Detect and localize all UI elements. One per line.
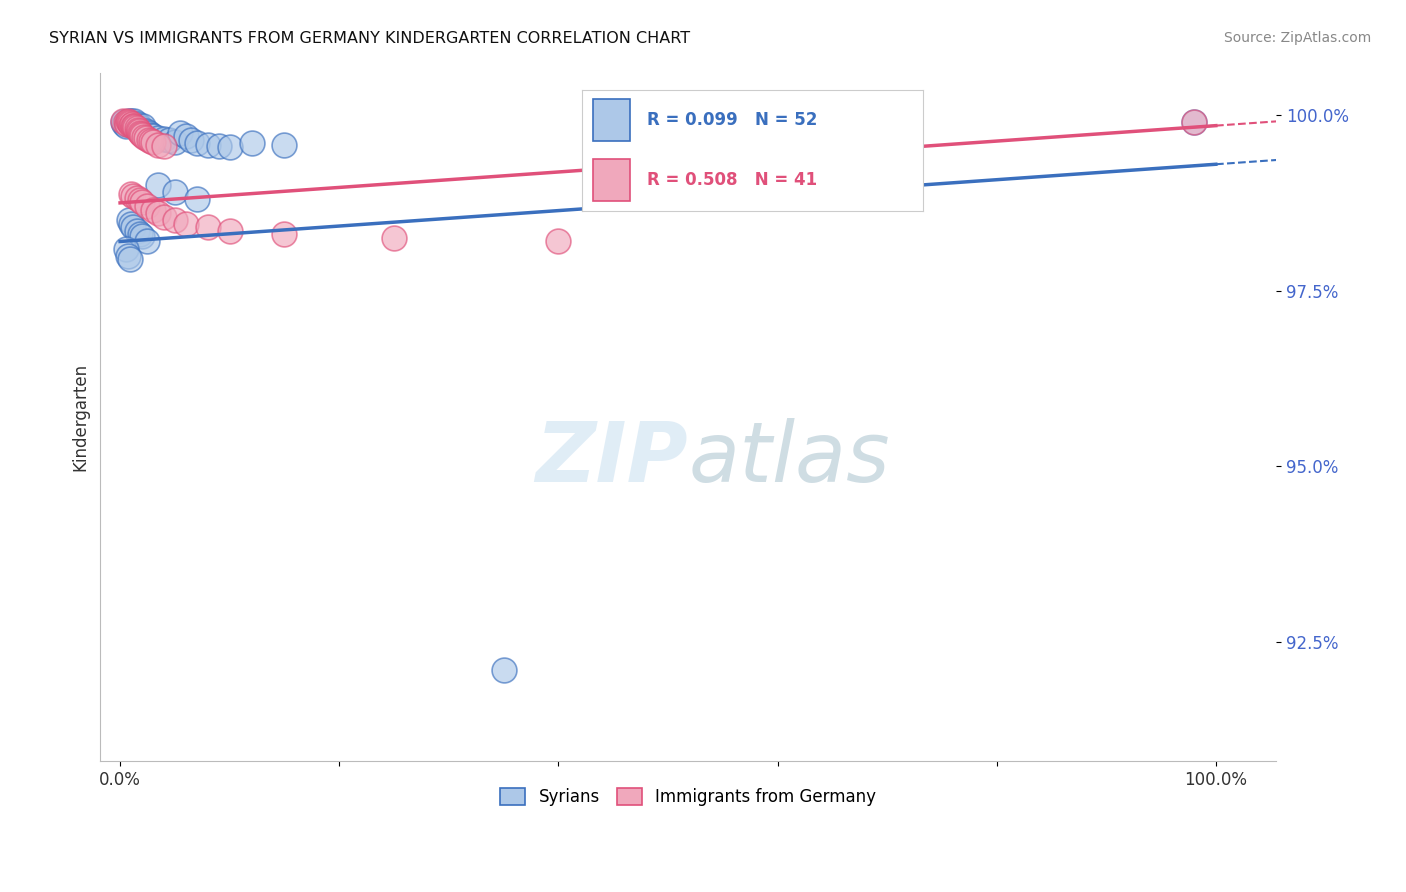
Point <box>120 217 142 231</box>
Point <box>139 134 162 148</box>
Point <box>122 118 145 132</box>
Point <box>492 663 515 677</box>
Point <box>157 133 180 147</box>
Point <box>118 116 141 130</box>
Point <box>122 189 145 203</box>
Point <box>125 120 148 134</box>
Point <box>208 139 231 153</box>
Point <box>135 123 157 137</box>
Point <box>218 224 240 238</box>
Point <box>142 135 165 149</box>
Point <box>273 227 295 242</box>
Point <box>197 220 219 235</box>
Point <box>1182 115 1205 129</box>
Point <box>148 137 170 152</box>
Point <box>114 242 136 256</box>
Point <box>127 116 149 130</box>
Point <box>131 195 153 210</box>
Point <box>114 115 136 129</box>
Point <box>129 127 152 141</box>
Point <box>124 120 146 134</box>
Point <box>135 131 157 145</box>
Point <box>136 199 159 213</box>
Point <box>120 118 142 132</box>
Point <box>131 123 153 137</box>
Point <box>136 235 159 249</box>
Point <box>125 121 148 136</box>
Point <box>142 129 165 144</box>
Point <box>148 206 170 220</box>
Point <box>125 191 148 205</box>
Point <box>186 193 208 207</box>
Point <box>128 124 150 138</box>
Point <box>122 220 145 235</box>
Point <box>180 133 202 147</box>
Point <box>118 116 141 130</box>
Point <box>131 128 153 143</box>
Point <box>121 116 143 130</box>
Point <box>148 130 170 145</box>
Point <box>382 231 405 245</box>
Point <box>174 129 197 144</box>
Point <box>153 132 176 146</box>
Point <box>138 133 160 147</box>
Point <box>163 135 186 149</box>
Point <box>118 252 141 266</box>
Point <box>114 116 136 130</box>
Text: ZIP: ZIP <box>536 417 688 499</box>
Text: SYRIAN VS IMMIGRANTS FROM GERMANY KINDERGARTEN CORRELATION CHART: SYRIAN VS IMMIGRANTS FROM GERMANY KINDER… <box>49 31 690 46</box>
Text: Source: ZipAtlas.com: Source: ZipAtlas.com <box>1223 31 1371 45</box>
Point <box>128 193 150 207</box>
Point <box>129 120 152 135</box>
Point <box>128 126 150 140</box>
Point <box>118 213 141 227</box>
Point <box>163 213 186 227</box>
Point <box>142 202 165 217</box>
Point <box>124 113 146 128</box>
Point <box>134 125 156 139</box>
Point <box>132 120 155 134</box>
Point <box>547 235 569 249</box>
Point <box>153 210 176 224</box>
Point <box>240 136 263 151</box>
Point <box>127 123 149 137</box>
Y-axis label: Kindergarten: Kindergarten <box>72 363 89 471</box>
Point <box>115 116 138 130</box>
Point <box>112 115 135 129</box>
Point <box>186 136 208 151</box>
Point <box>148 178 170 193</box>
Point <box>138 126 160 140</box>
Point <box>139 128 162 142</box>
Point <box>124 120 146 134</box>
Point <box>197 137 219 152</box>
Point <box>163 186 186 200</box>
Point <box>117 113 139 128</box>
Point <box>120 114 142 128</box>
Point <box>120 186 142 201</box>
Point <box>218 140 240 154</box>
Point <box>273 137 295 152</box>
Point <box>128 227 150 242</box>
Point <box>128 119 150 133</box>
Point <box>124 120 146 134</box>
Point <box>122 119 145 133</box>
Point <box>117 116 139 130</box>
Point <box>117 248 139 262</box>
Point <box>118 115 141 129</box>
Point <box>1182 115 1205 129</box>
Point <box>169 126 191 140</box>
Point <box>174 217 197 231</box>
Point <box>134 129 156 144</box>
Point <box>125 224 148 238</box>
Point <box>114 119 136 133</box>
Legend: Syrians, Immigrants from Germany: Syrians, Immigrants from Germany <box>492 780 884 814</box>
Point <box>153 139 176 153</box>
Point <box>131 228 153 243</box>
Point <box>128 122 150 136</box>
Point <box>112 113 135 128</box>
Point <box>115 115 138 129</box>
Point <box>121 117 143 131</box>
Text: atlas: atlas <box>688 417 890 499</box>
Point <box>118 113 141 128</box>
